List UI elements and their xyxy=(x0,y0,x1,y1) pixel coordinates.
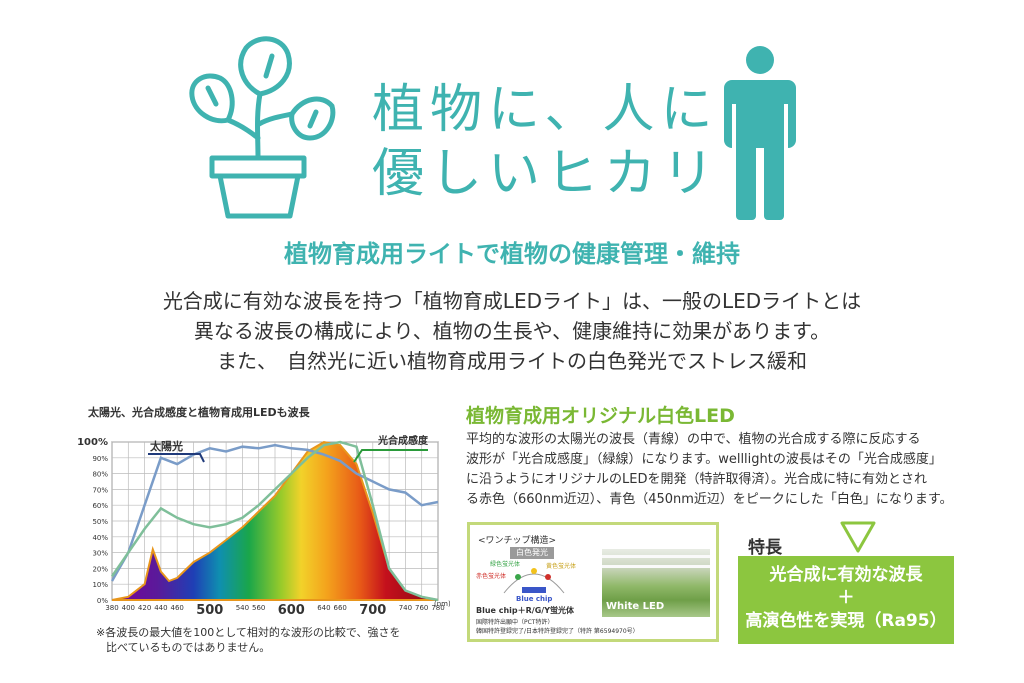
led-section-title: 植物育成用オリジナル白色LED xyxy=(466,405,735,427)
sunlight-series-line xyxy=(110,443,439,582)
hero-title-line1: 植物に、人に xyxy=(372,80,719,140)
white-light-badge: 白色発光 xyxy=(510,547,554,559)
white-led-photo: White LED xyxy=(602,549,710,617)
yellow-phosphor-label: 黄色蛍光体 xyxy=(546,563,577,570)
down-triangle-icon xyxy=(840,521,876,553)
green-phosphor-label: 緑色蛍光体 xyxy=(490,561,521,568)
x-tick-label: 500 xyxy=(196,603,223,618)
x-tick-label: 440 xyxy=(154,604,167,612)
y-tick-label: 90% xyxy=(92,455,108,463)
chart-title: 太陽光、光合成感度と植物育成用LEDも波長 xyxy=(88,406,310,419)
x-tick-label: 700 xyxy=(359,603,386,618)
chip-formula: Blue chip＋R/G/Y蛍光体 xyxy=(476,606,575,615)
photosynthesis-label-line xyxy=(353,449,428,463)
feature-line1: 光合成に有効な波長 xyxy=(769,565,923,585)
patent-line2: 韓国特許登録完了/日本特許登録完了（特許 第6594970号） xyxy=(476,628,639,635)
feature-line2: 高演色性を実現（Ra95） xyxy=(745,611,947,631)
footnote-line1: ※各波長の最大値を100として相対的な波形の比較で、強さを xyxy=(96,626,401,639)
y-tick-label: 100% xyxy=(77,437,108,448)
intro-line2: 異なる波長の構成により、植物の生長や、健康維持に効果があります。 xyxy=(193,319,831,343)
chip-diagram-icon xyxy=(503,568,565,594)
red-phosphor-label: 赤色蛍光体 xyxy=(476,573,507,580)
y-tick-label: 0% xyxy=(97,597,108,605)
sunlight-label: 太陽光 xyxy=(149,439,183,453)
x-tick-label: 660 xyxy=(334,604,347,612)
x-tick-label: 780 xyxy=(431,604,444,612)
chip-heading: <ワンチップ構造> xyxy=(478,536,557,546)
y-tick-label: 80% xyxy=(92,471,108,479)
intro-text: 光合成に有効な波長を持つ「植物育成LEDライト」は、一般のLEDライトとは 異な… xyxy=(0,286,1024,376)
subheading: 植物育成用ライトで植物の健康管理・維持 xyxy=(284,240,740,268)
footnote-line2: 比べているものではありません。 xyxy=(106,641,271,654)
sunlight-label-line xyxy=(148,453,205,463)
x-tick-label: 740 xyxy=(399,604,412,612)
x-tick-label: 560 xyxy=(252,604,265,612)
y-tick-label: 30% xyxy=(92,550,108,558)
x-tick-label: 540 xyxy=(236,604,249,612)
intro-line3: また、 自然光に近い植物育成用ライトの白色発光でストレス緩和 xyxy=(217,349,807,373)
led-desc-line3: に沿うようにオリジナルのLEDを開発（特許取得済）。光合成に特に有効とされ xyxy=(466,472,927,487)
x-tick-label: 760 xyxy=(415,604,428,612)
led-desc-line2: 波形が「光合成感度」（緑線）になります。welllightの波長はその「光合成感… xyxy=(466,452,942,467)
x-tick-label: 460 xyxy=(171,604,184,612)
led-desc-line4: る赤色（660nm近辺）、青色（450nm近辺）をピークにした「白色」になります… xyxy=(466,492,953,507)
hero-title: 植物に、人に 優しいヒカリ xyxy=(372,78,720,206)
x-tick-label: 380 xyxy=(105,604,118,612)
white-led-label: White LED xyxy=(606,601,665,612)
led-description: 平均的な波形の太陽光の波長（青線）の中で、植物の光合成する際に反応する 波形が「… xyxy=(466,430,986,510)
patent-line1: 国際特許出願中（PCT特許） xyxy=(476,619,554,626)
features-box: 光合成に有効な波長 ＋ 高演色性を実現（Ra95） xyxy=(738,556,954,644)
features-label: 特長 xyxy=(748,538,782,558)
y-tick-label: 20% xyxy=(92,565,108,573)
x-axis-unit: (nm) xyxy=(434,600,450,608)
blue-chip-label: Blue chip xyxy=(516,595,553,603)
intro-line1: 光合成に有効な波長を持つ「植物育成LEDライト」は、一般のLEDライトとは xyxy=(162,289,862,313)
y-tick-label: 60% xyxy=(92,502,108,510)
hero-title-line2: 優しいヒカリ xyxy=(372,144,721,204)
y-tick-label: 50% xyxy=(92,518,108,526)
x-tick-label: 400 xyxy=(122,604,135,612)
x-tick-label: 640 xyxy=(317,604,330,612)
x-tick-label: 600 xyxy=(278,603,305,618)
y-tick-label: 70% xyxy=(92,486,108,494)
person-icon xyxy=(724,46,796,220)
y-tick-label: 40% xyxy=(92,534,108,542)
plant-icon xyxy=(189,36,336,219)
feature-plus: ＋ xyxy=(837,588,855,608)
x-tick-label: 420 xyxy=(138,604,151,612)
spectrum-chart: 0% 10% 20% 30% 40% 50% 60% 70% 80% 90% 100% 380 400… xyxy=(77,434,450,618)
photosynthesis-series-line xyxy=(110,440,439,602)
led-desc-line1: 平均的な波形の太陽光の波長（青線）の中で、植物の光合成する際に反応する xyxy=(466,432,921,447)
y-tick-label: 10% xyxy=(92,581,108,589)
photosynthesis-label: 光合成感度 xyxy=(377,434,429,447)
chip-structure-box: <ワンチップ構造> 白色発光 緑色蛍光体 黄色蛍光体 赤色蛍光体 Blue ch… xyxy=(467,522,719,642)
footnote: ※各波長の最大値を100として相対的な波形の比較で、強さを 比べているものではあ… xyxy=(96,625,400,655)
